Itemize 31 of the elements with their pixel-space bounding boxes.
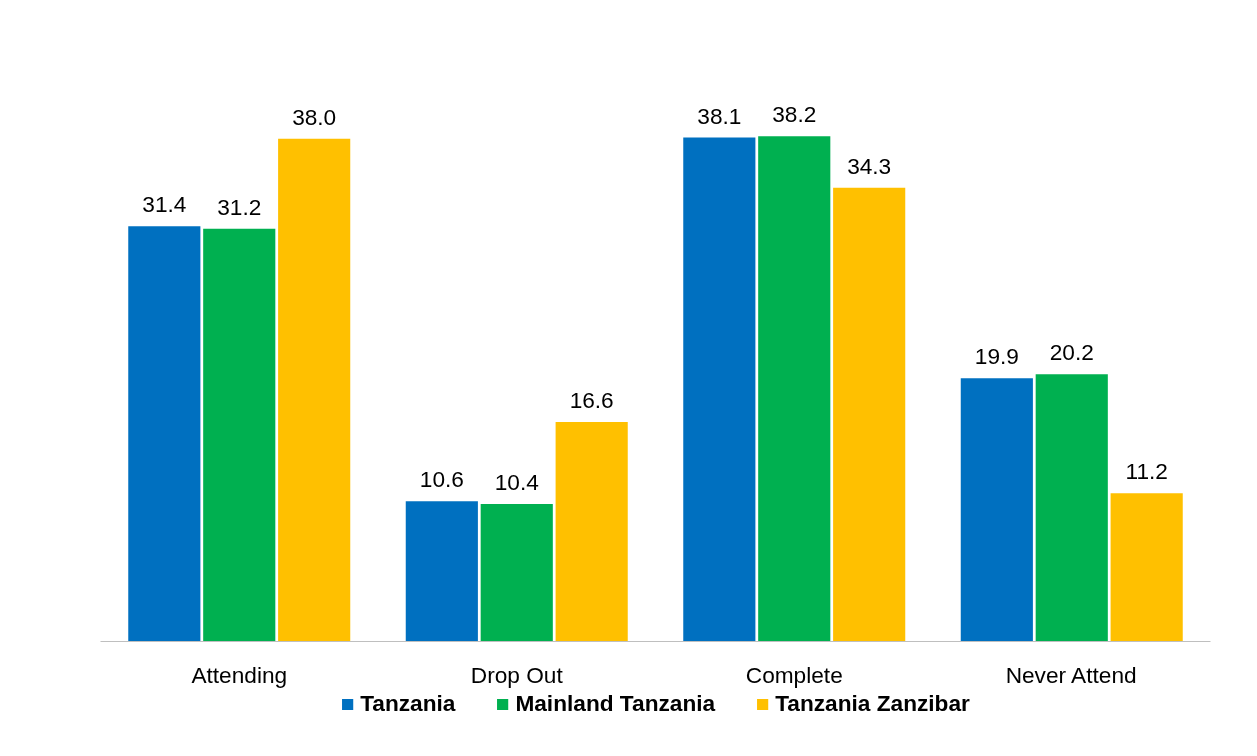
data-label: 11.2 (1125, 458, 1168, 485)
data-label: 31.4 (142, 191, 187, 218)
bar (128, 226, 201, 642)
bar (405, 501, 478, 642)
bar (683, 137, 756, 642)
bar (960, 378, 1033, 642)
bar (555, 421, 628, 642)
data-label: 38.1 (697, 102, 742, 129)
bar (480, 503, 553, 642)
x-tick-label: Complete (745, 661, 843, 688)
data-label: 19.9 (974, 343, 1019, 370)
bar (1035, 374, 1108, 642)
bar (758, 136, 831, 642)
data-label: 38.0 (292, 103, 337, 130)
bar (203, 228, 276, 642)
bar (1110, 493, 1183, 642)
legend-label: Tanzania (360, 690, 456, 717)
bar (833, 187, 906, 642)
x-tick-label: Attending (191, 661, 288, 688)
x-tick-label: Never Attend (1005, 661, 1137, 688)
x-tick-label: Drop Out (470, 661, 564, 688)
legend-label: Mainland Tanzania (515, 690, 716, 717)
data-label: 10.6 (419, 466, 464, 493)
data-label: 38.2 (772, 101, 817, 128)
bar (278, 138, 351, 642)
legend-label: Tanzania Zanzibar (775, 690, 970, 717)
data-label: 20.2 (1049, 339, 1094, 366)
data-label: 34.3 (847, 152, 892, 179)
data-label: 16.6 (569, 386, 614, 413)
data-label: 10.4 (494, 468, 539, 495)
data-label: 31.2 (217, 193, 262, 220)
